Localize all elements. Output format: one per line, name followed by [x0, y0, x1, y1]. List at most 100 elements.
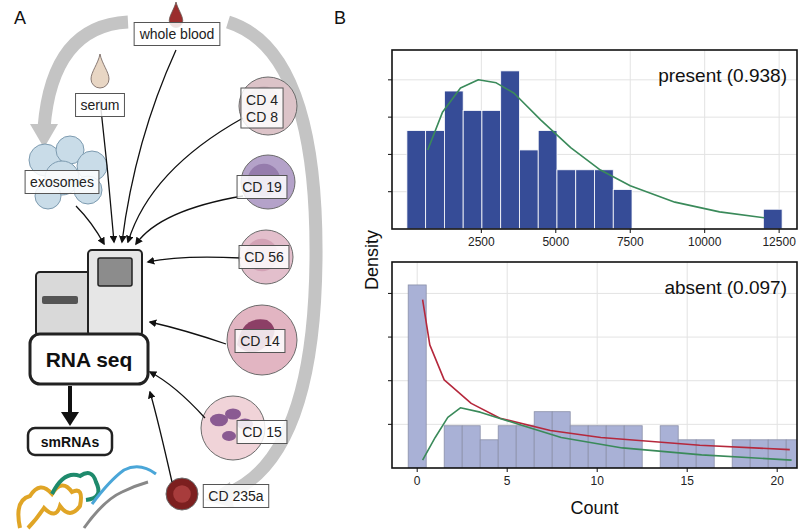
histogram-bar [426, 131, 445, 229]
axis-title: Density [362, 230, 382, 290]
histogram-bar [768, 440, 786, 468]
source-label-text: exosomes [30, 174, 94, 190]
histogram-bar [482, 110, 501, 229]
input-arrow [100, 100, 114, 242]
tick [779, 229, 780, 233]
input-arrow [128, 118, 243, 242]
label-box [237, 176, 287, 199]
tick [388, 154, 392, 155]
sequencer [36, 272, 92, 336]
marks [408, 285, 797, 468]
source-label-text: CD 56 [244, 249, 284, 265]
input-arrow [122, 50, 176, 242]
label-box [134, 23, 220, 46]
input-arrow [150, 372, 205, 418]
fit-curve [428, 80, 765, 218]
fit-curve [423, 408, 792, 460]
tick [388, 191, 392, 192]
label-box [237, 421, 287, 444]
tick [704, 229, 705, 233]
method-label: RNA seq [46, 348, 133, 371]
input-arrow [150, 392, 172, 482]
annotation: absent (0.097) [664, 277, 787, 298]
histogram-bar [501, 71, 520, 229]
source-label-text: CD 4 [246, 92, 278, 108]
screen [98, 258, 132, 286]
tick [388, 424, 392, 425]
label-box [241, 88, 283, 128]
source-label-text: whole blood [139, 26, 215, 42]
histogram-bar [588, 426, 606, 468]
plot-frame [392, 50, 797, 229]
source-label: CD 15 [237, 421, 287, 444]
rna-icon [52, 473, 98, 500]
histogram-bar [660, 426, 678, 468]
axis-title: Count [570, 498, 618, 518]
rna-icon [84, 482, 148, 528]
plot-frame [392, 262, 797, 468]
histogram-bar [534, 412, 552, 468]
marks [407, 71, 782, 229]
source-label-text: CD 235a [208, 488, 263, 504]
histogram-bar [444, 426, 462, 468]
histogram-bar [570, 426, 588, 468]
down-arrowhead [61, 412, 79, 426]
rna-icon [92, 467, 156, 504]
label-box [239, 246, 289, 269]
rna-icon [18, 485, 81, 528]
source-label: whole blood [134, 23, 220, 46]
source-label-text: CD 8 [246, 109, 278, 125]
tick [388, 79, 392, 80]
histogram-bar [595, 170, 614, 229]
source-label-text: CD 15 [242, 424, 282, 440]
slot [42, 296, 78, 304]
cell [227, 305, 297, 375]
histogram-bar [786, 440, 797, 468]
histogram-bar [763, 209, 782, 229]
panel-a: ARNA seqsmRNAswhole bloodserumexosomesCD… [14, 2, 316, 528]
tick-label: 5000 [542, 235, 569, 249]
histogram-bar [538, 131, 557, 229]
histogram-panel: 05101520absent (0.097)Count [388, 262, 804, 518]
tick [507, 468, 508, 472]
histogram-bar [408, 285, 426, 468]
source-label: CD 4CD 8 [241, 88, 283, 128]
drop [91, 54, 109, 88]
label-box [235, 330, 285, 353]
plot-area [392, 50, 797, 229]
source-label: CD 19 [237, 176, 287, 199]
tick [388, 293, 392, 294]
source-label: CD 14 [235, 330, 285, 353]
grid-line [392, 380, 797, 381]
panel-letter: B [334, 8, 346, 28]
tick-label: 2500 [468, 235, 495, 249]
tick [597, 468, 598, 472]
sequencer [88, 250, 142, 336]
source-label-text: CD 19 [242, 179, 282, 195]
label-box [203, 485, 268, 508]
source-label: exosomes [25, 171, 99, 194]
panel-letter: A [14, 8, 26, 28]
nucleus [222, 431, 236, 441]
histogram-bar [463, 110, 482, 229]
flow-arrow [226, 22, 316, 494]
source-label: CD 235a [203, 485, 268, 508]
panel-b: BDensity2500500075001000012500present (0… [334, 8, 804, 518]
tick [388, 117, 392, 118]
histogram-bar [462, 426, 480, 468]
histogram-bar [576, 170, 595, 229]
source-label-text: CD 14 [240, 333, 280, 349]
tick-label: 5 [504, 474, 511, 488]
tick-label: 7500 [617, 235, 644, 249]
grid-line [392, 424, 797, 425]
histogram-bar [516, 426, 534, 468]
input-arrow [150, 322, 226, 344]
source-label-text: serum [81, 97, 120, 113]
source-label: CD 56 [239, 246, 289, 269]
figure: ARNA seqsmRNAswhole bloodserumexosomesCD… [0, 0, 807, 532]
tick [417, 468, 418, 472]
down-arrow [68, 386, 72, 414]
histogram-bar [624, 426, 642, 468]
tick-label: 15 [681, 474, 695, 488]
histogram-bar [750, 440, 768, 468]
